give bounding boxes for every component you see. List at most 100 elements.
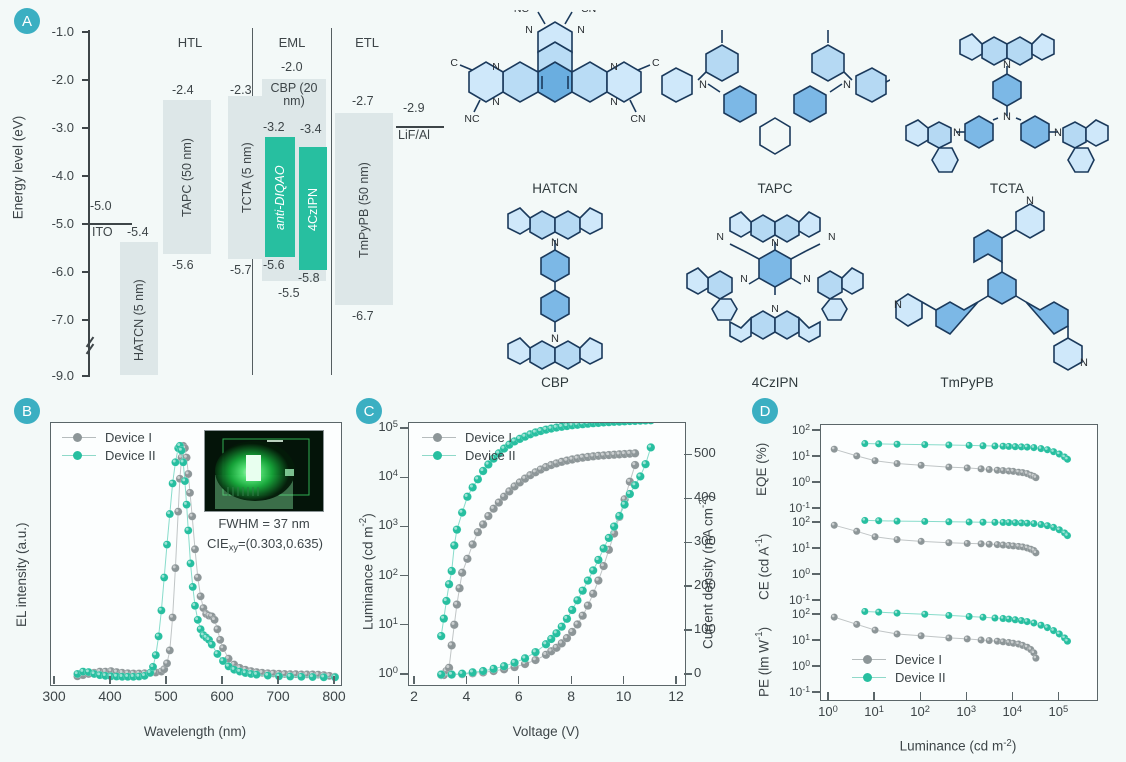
value-tcta-homo: -5.7 <box>230 263 252 277</box>
legend-line-device2 <box>852 672 886 682</box>
panel-d-ytick <box>812 665 820 667</box>
legend-line-device2 <box>422 450 456 460</box>
panel-d-xtick-label: 104 <box>1002 704 1023 720</box>
panel-d-xtick-label: 100 <box>818 704 838 720</box>
layer-label-tmpypb: TmPyPB (50 nm) <box>357 162 371 258</box>
panel-d-ytick <box>812 599 820 601</box>
svg-text:N: N <box>551 333 559 345</box>
panel-c-ytick-right <box>684 453 692 456</box>
panel-d-ytick-label: 102 <box>791 422 810 437</box>
layer-label-tapc: TAPC (50 nm) <box>180 138 194 218</box>
panel-d-ytick-label: 10-1 <box>788 500 810 515</box>
panel-c-plot-frame <box>408 422 686 686</box>
panel-d-ytick <box>812 639 820 641</box>
svg-text:N: N <box>577 24 585 36</box>
legend-dot-device1 <box>73 432 82 442</box>
group-label-htl: HTL <box>177 35 203 50</box>
panel-d-ytick <box>812 481 820 483</box>
molecule-cbp: N N CBP <box>450 196 660 392</box>
legend-item-device1: Device I <box>852 652 946 667</box>
legend-item-device1: Device I <box>422 430 516 445</box>
panel-b-x-axis-label: Wavelength (nm) <box>143 724 247 739</box>
panel-d-efficiency-curves: D EQE (%) CE (cd A-1) PE (lm W-1) Device… <box>742 394 1126 762</box>
layer-label-4czipn: 4CzIPN <box>306 187 320 232</box>
tick-a-5 <box>82 223 90 225</box>
panel-c-ytick-right-label: 300 <box>694 533 716 549</box>
molecular-structures-group: N N N N N N NC CN NC NC CN CN HATCN <box>448 4 1126 394</box>
legend-label-device2: Device II <box>465 448 516 463</box>
legend-dot-device2 <box>863 672 872 682</box>
svg-text:N: N <box>492 96 500 108</box>
layer-label-anti-diqao: anti-DIQAO <box>273 165 287 231</box>
panel-c-ytick-right <box>684 497 692 499</box>
molecule-4czipn: N N N N N N 4CzIPN <box>660 196 890 392</box>
tick-label-a-2: -2.0 <box>51 72 74 87</box>
panel-b-xtick-label: 700 <box>266 688 290 704</box>
panel-b-xtick-label: 400 <box>98 688 122 704</box>
molecule-hatcn: N N N N N N NC CN NC NC CN CN HATCN <box>450 10 660 200</box>
panel-c-ytick-right <box>684 585 692 587</box>
svg-text:NC: NC <box>464 113 480 125</box>
tick-a-8 <box>82 375 90 377</box>
layer-label-cbp: CBP (20 nm) <box>270 81 318 109</box>
panel-d-ytick-label: 101 <box>791 632 810 647</box>
svg-text:N: N <box>894 299 902 311</box>
panel-c-ytick-right-label: 200 <box>694 577 716 593</box>
value-cbp-homo: -5.5 <box>278 286 300 300</box>
tick-label-a-5: -5.0 <box>51 216 74 231</box>
panel-d-ce-canvas <box>830 516 1072 557</box>
layer-bar-tmpypb <box>335 113 393 305</box>
panel-b-xtick <box>109 676 111 684</box>
panel-d-ytick <box>812 573 820 575</box>
panel-c-ytick-left-label: 101 <box>378 615 398 631</box>
panel-d-pe-canvas <box>830 608 1072 663</box>
panel-d-ytick-label: 100 <box>791 474 810 489</box>
panel-c-xtick-label: 4 <box>462 688 471 704</box>
panel-c-ytick-right-label: 0 <box>694 665 702 680</box>
panel-d-subplot-ce <box>820 516 1098 609</box>
panel-c-xtick <box>675 676 677 684</box>
panel-d-ytick-label: 10-1 <box>788 684 810 699</box>
panel-d-xtick-label: 102 <box>910 704 930 720</box>
svg-text:N: N <box>828 231 836 243</box>
panel-d-ytick-label: 101 <box>791 448 810 463</box>
panel-c-ytick-left-label: 105 <box>378 419 398 435</box>
panel-c-ytick-left-label: 102 <box>378 566 398 582</box>
pe-label-tail: ) <box>756 626 772 632</box>
panel-b-xtick <box>333 676 335 684</box>
panel-c-ytick-left <box>400 476 408 478</box>
panel-d-xtick <box>1057 692 1059 700</box>
panel-c-xtick-label: 12 <box>668 688 684 704</box>
panel-d-ytick <box>812 613 820 615</box>
svg-text:NC: NC <box>514 10 530 15</box>
annotation-cie-value: =(0.303,0.635) <box>238 536 323 551</box>
layer-bar-tapc <box>163 100 211 254</box>
layer-bar-anti-diqao <box>265 137 295 257</box>
panel-a-badge: A <box>14 8 40 34</box>
panel-c-xtick <box>518 676 520 684</box>
value-anti-diqao-homo: -5.6 <box>263 258 285 272</box>
ce-label-sup: -1 <box>754 538 765 547</box>
svg-text:N: N <box>803 273 811 285</box>
annotation-cie-subscript: xy <box>228 542 239 553</box>
molecule-name-hatcn: HATCN <box>532 181 578 196</box>
molecule-tmpypb: N N N TmPyPB <box>894 196 1120 392</box>
panel-a-y-axis <box>88 30 90 375</box>
svg-text:N: N <box>771 303 779 315</box>
panel-d-xtick <box>873 692 875 700</box>
value-hatcn-homo-top: -5.4 <box>127 225 149 239</box>
panel-b-xtick <box>165 676 167 684</box>
legend-line-device2 <box>62 450 96 460</box>
panel-d-xtick-label: 103 <box>956 704 977 720</box>
panel-b-xtick-label: 500 <box>154 688 178 704</box>
legend-label-device1: Device I <box>105 430 152 445</box>
panel-d-ytick-label: 100 <box>791 566 810 581</box>
panel-d-badge: D <box>752 398 778 424</box>
tmpypb-structure-icon: N N N <box>894 196 1088 371</box>
svg-text:N: N <box>1026 196 1034 207</box>
label-lifal: LiF/Al <box>398 128 430 142</box>
svg-text:CN: CN <box>581 10 596 15</box>
svg-text:N: N <box>953 127 961 139</box>
panel-b-xtick <box>277 676 279 684</box>
svg-text:N: N <box>699 79 707 91</box>
